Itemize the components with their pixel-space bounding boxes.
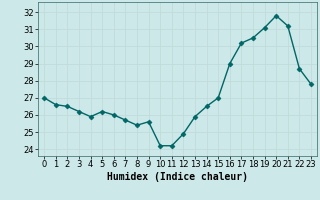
X-axis label: Humidex (Indice chaleur): Humidex (Indice chaleur): [107, 172, 248, 182]
